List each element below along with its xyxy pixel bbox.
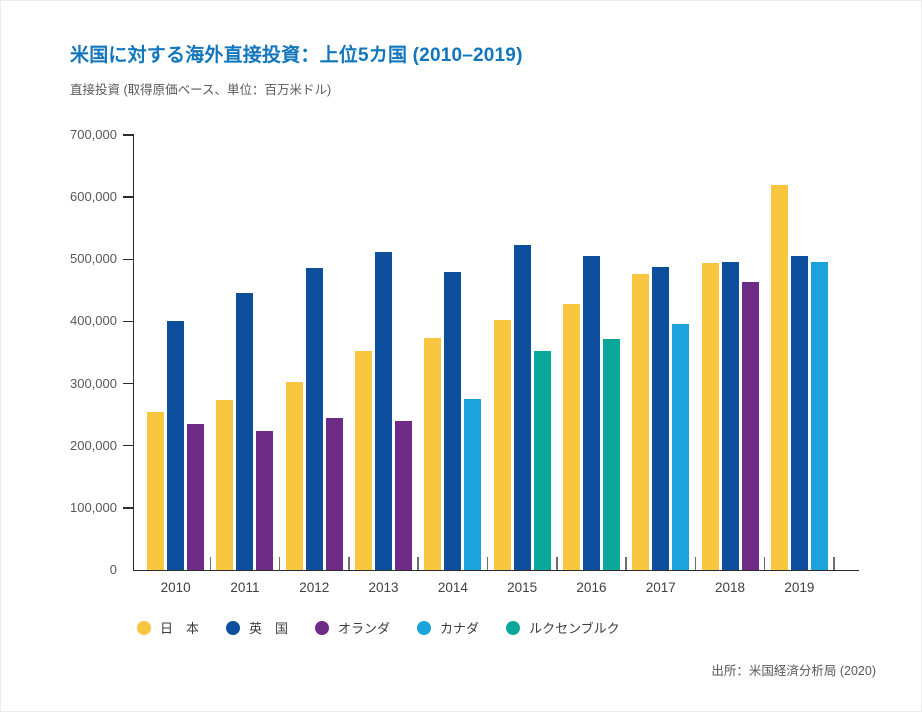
y-axis-label: 300,000: [70, 375, 117, 391]
x-axis-tick: [348, 557, 350, 570]
x-axis-tick: [694, 557, 697, 570]
y-axis-label: 400,000: [70, 313, 117, 329]
bar-japan-2014: [424, 338, 442, 570]
bar-japan-2015: [493, 320, 511, 570]
bar-uk-2015: [513, 245, 531, 570]
legend-item-japan: 日 本: [137, 618, 199, 637]
bar-group-2014: [418, 135, 487, 570]
y-axis-label: 700,000: [70, 127, 117, 142]
bar-uk-2019: [790, 256, 808, 570]
legend-swatch-netherlands-icon: [315, 620, 330, 635]
x-axis-label-2016: 2016: [576, 580, 607, 595]
x-axis-label-2014: 2014: [437, 580, 468, 595]
bar-japan-2017: [632, 274, 650, 570]
bar-netherlands-2011: [256, 431, 274, 570]
y-axis-label: 200,000: [70, 437, 117, 453]
legend-swatch-uk-icon: [226, 620, 241, 635]
bar-netherlands-2012: [325, 418, 343, 570]
legend-item-luxembourg: ルクセンブルク: [506, 618, 620, 637]
legend-label-netherlands: オランダ: [338, 621, 391, 636]
bar-uk-2014: [444, 272, 462, 570]
chart-title: 米国に対する海外直接投資：上位5カ国 (2010–2019): [70, 45, 523, 66]
bar-japan-2016: [562, 304, 580, 570]
bar-group-2011: [210, 135, 279, 570]
bar-group-2018: [695, 135, 764, 570]
y-axis-tick: [123, 507, 134, 509]
x-axis-label-2013: 2013: [368, 580, 399, 595]
x-axis-tick: [556, 557, 558, 570]
x-axis-label-2012: 2012: [299, 580, 330, 595]
bar-japan-2018: [701, 263, 719, 570]
x-axis-label-2017: 2017: [645, 580, 676, 595]
bar-group-2013: [349, 135, 418, 570]
legend: 日 本 英 国 オランダ カナダ ルクセンブルク: [137, 618, 620, 637]
x-axis-label-2018: 2018: [715, 580, 746, 595]
legend-swatch-japan-icon: [137, 620, 151, 635]
source-note: 出所：米国経済分析局 (2020): [711, 664, 876, 678]
y-axis-tick: [123, 320, 134, 323]
x-axis-tick: [209, 557, 212, 570]
bar-uk-2017: [652, 267, 670, 570]
x-axis-label-2011: 2011: [230, 580, 260, 595]
x-axis-tick: [486, 557, 489, 570]
bar-group-2016: [557, 135, 626, 570]
bar-group-2012: [280, 135, 349, 570]
bar-group-2015: [488, 135, 557, 570]
bar-group-2019: [765, 135, 834, 570]
legend-swatch-canada-icon: [417, 620, 432, 635]
bar-japan-2013: [355, 351, 373, 570]
y-axis-label: 500,000: [70, 251, 117, 267]
y-axis-label: 600,000: [70, 189, 117, 205]
bar-luxembourg-2016: [602, 339, 620, 570]
x-axis-tick: [417, 557, 419, 570]
plot-area: 0 100,000 200,000 300,000 400,000 500,000 600,…: [70, 127, 859, 595]
bar-uk-2016: [582, 256, 600, 570]
y-axis-label: 0: [109, 562, 117, 577]
bar-uk-2011: [236, 293, 254, 570]
bar-japan-2011: [216, 400, 234, 570]
legend-label-luxembourg: ルクセンブルク: [529, 621, 620, 636]
bar-group-2010: [141, 135, 210, 570]
y-axis-tick: [123, 196, 134, 198]
bar-netherlands-2018: [741, 282, 759, 570]
bar-canada-2017: [672, 324, 690, 570]
x-axis-tick: [625, 557, 627, 570]
y-axis-tick: [123, 134, 134, 136]
x-axis-label-2015: 2015: [507, 580, 538, 595]
y-axis-tick: [123, 258, 134, 261]
x-axis-tick: [278, 557, 281, 570]
y-axis-tick: [123, 444, 134, 447]
legend-label-uk: 英 国: [249, 621, 289, 636]
y-axis-tick: [123, 382, 134, 385]
legend-item-netherlands: オランダ: [315, 618, 390, 637]
bar-uk-2010: [167, 321, 185, 570]
legend-label-canada: カナダ: [440, 621, 480, 636]
bar-netherlands-2013: [395, 421, 413, 570]
legend-item-canada: カナダ: [417, 618, 479, 637]
bar-japan-2012: [285, 382, 303, 570]
legend-item-uk: 英 国: [226, 618, 288, 637]
y-axis-label: 100,000: [70, 499, 117, 515]
bar-uk-2018: [721, 262, 739, 570]
chart-subtitle: 直接投資 (取得原価ベース、単位：百万米ドル): [70, 83, 332, 97]
bar-canada-2014: [464, 399, 482, 570]
legend-swatch-luxembourg-icon: [506, 620, 521, 635]
x-axis-tick: [833, 557, 835, 570]
bar-uk-2012: [305, 268, 323, 570]
bar-japan-2019: [770, 185, 788, 570]
x-axis-label-2019: 2019: [784, 580, 815, 595]
bar-uk-2013: [375, 252, 393, 570]
x-axis-label-2010: 2010: [160, 580, 191, 595]
bar-canada-2019: [810, 262, 828, 570]
bar-japan-2010: [147, 412, 165, 570]
x-axis-tick: [763, 557, 766, 570]
bar-group-2017: [626, 135, 695, 570]
bar-luxembourg-2015: [533, 351, 551, 570]
bar-netherlands-2010: [187, 424, 205, 570]
legend-label-japan: 日 本: [160, 621, 200, 636]
